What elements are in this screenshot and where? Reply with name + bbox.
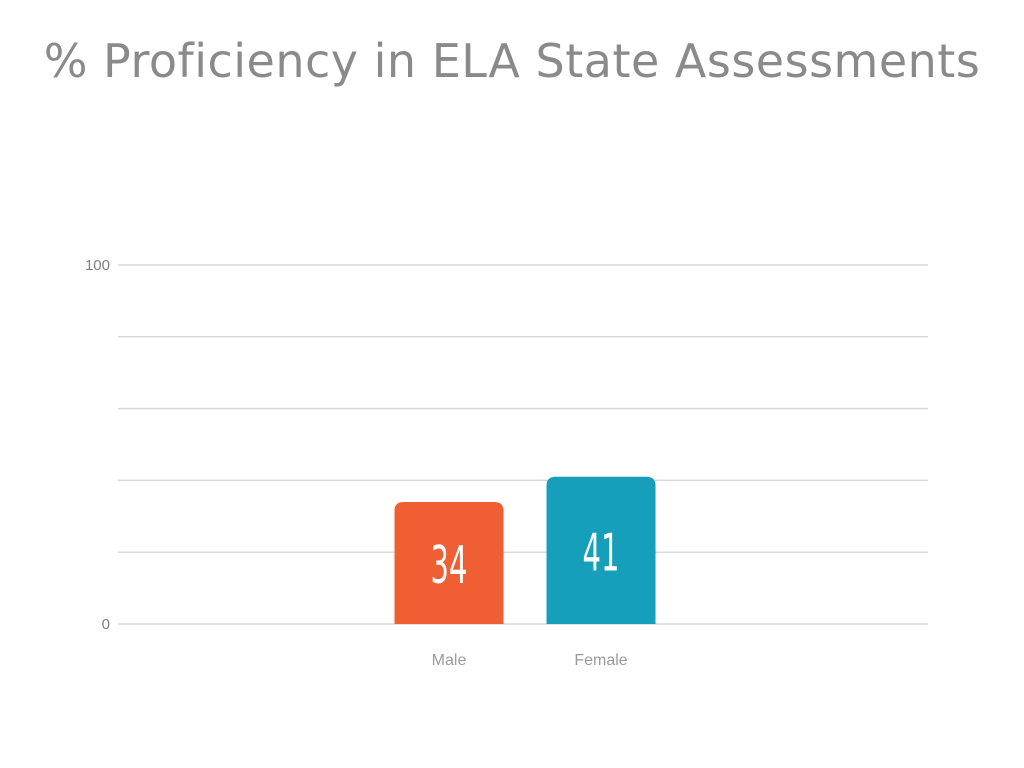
bar-value-label: 41 (583, 524, 620, 584)
y-tick-label: 100 (85, 257, 110, 274)
chart-title: % Proficiency in ELA State Assessments (43, 34, 981, 88)
category-label: Female (574, 652, 627, 669)
y-tick-label: 0 (102, 616, 110, 633)
gridlines (118, 264, 928, 625)
category-label: Male (432, 652, 467, 669)
bar-female (546, 476, 656, 624)
y-axis-ticks: 0 100 (85, 257, 110, 633)
category-labels: Male Female (432, 652, 628, 669)
bar-value-label: 34 (431, 536, 468, 596)
bar-male (394, 501, 504, 624)
bars: 34 41 (394, 476, 656, 624)
